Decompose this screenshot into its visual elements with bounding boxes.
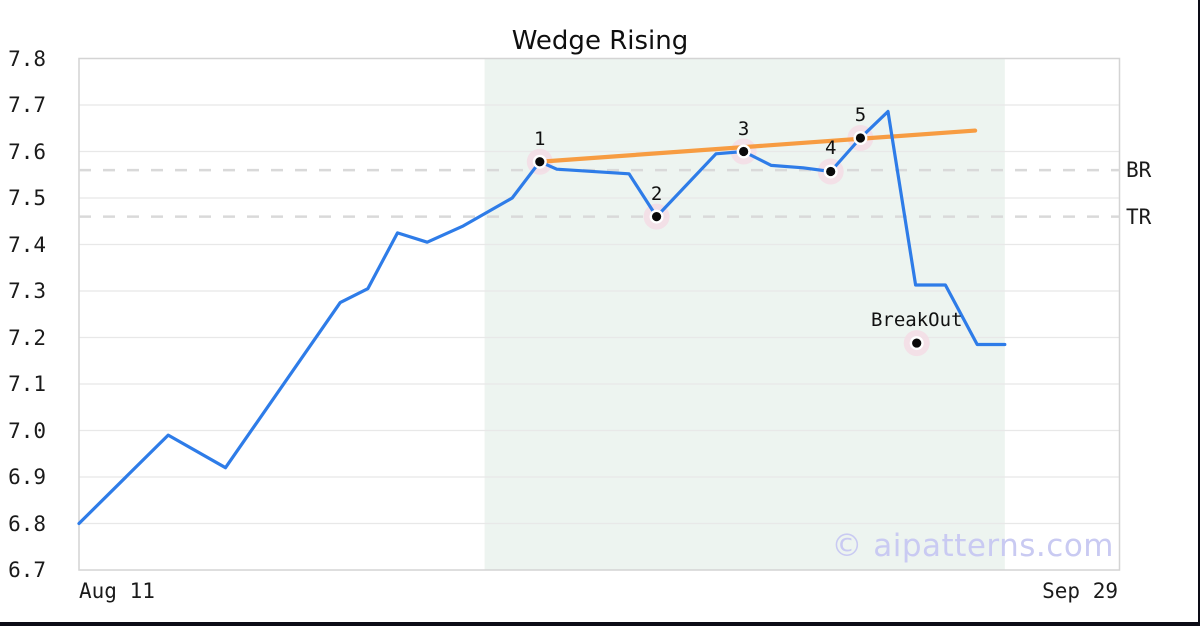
- x-axis-label-end: Sep 29: [1042, 579, 1118, 603]
- price-line: [77, 109, 1007, 526]
- marker-label-3: 3: [737, 117, 750, 140]
- y-axis-tick-label: 7.0: [8, 418, 46, 443]
- y-axis-tick-label: 7.7: [8, 93, 46, 117]
- trendline-segment: [537, 128, 978, 164]
- plot-border: [78, 57, 1121, 571]
- x-axis-label-start: Aug 11: [79, 579, 155, 603]
- y-axis-tick-label: 6.9: [8, 465, 46, 489]
- marker-label-4: 4: [824, 137, 837, 160]
- marker-label-2: 2: [650, 182, 663, 205]
- marker-label-1: 1: [534, 127, 546, 150]
- y-axis-tick-label: 6.8: [8, 511, 46, 536]
- level-label-br: BR: [1126, 158, 1152, 183]
- right-edge-bar: [1198, 0, 1200, 626]
- watermark: © aipatterns.com: [831, 528, 1114, 564]
- y-axis-tick-label: 7.5: [8, 186, 46, 210]
- marker-label-breakout: BreakOut: [870, 309, 963, 332]
- chart-title: Wedge Rising: [511, 26, 689, 56]
- y-axis-tick-label: 7.4: [8, 232, 46, 257]
- bottom-edge-bar: [0, 622, 1200, 626]
- marker-dot: [651, 212, 662, 222]
- y-axis-tick-label: 7.2: [8, 325, 46, 350]
- y-axis-tick-label: 7.1: [8, 372, 46, 396]
- trendline: [537, 128, 978, 164]
- y-axis-tick-label: 7.6: [8, 139, 46, 164]
- level-dashed-lines: [79, 168, 1120, 218]
- marker-dots: [532, 131, 924, 351]
- marker-dot: [826, 166, 836, 177]
- marker-label-5: 5: [854, 104, 867, 126]
- plot-border-rect: [78, 57, 1121, 571]
- y-axis-tick-label: 7.8: [8, 46, 46, 71]
- marker-dot: [739, 146, 749, 157]
- marker-dot: [535, 157, 545, 167]
- level-label-tr: TR: [1126, 204, 1152, 229]
- marker-dot: [912, 338, 922, 348]
- y-axis-tick-label: 7.3: [8, 279, 46, 303]
- price-polyline: [77, 109, 1007, 526]
- marker-dot: [855, 133, 866, 143]
- y-axis-tick-label: 6.7: [8, 558, 46, 582]
